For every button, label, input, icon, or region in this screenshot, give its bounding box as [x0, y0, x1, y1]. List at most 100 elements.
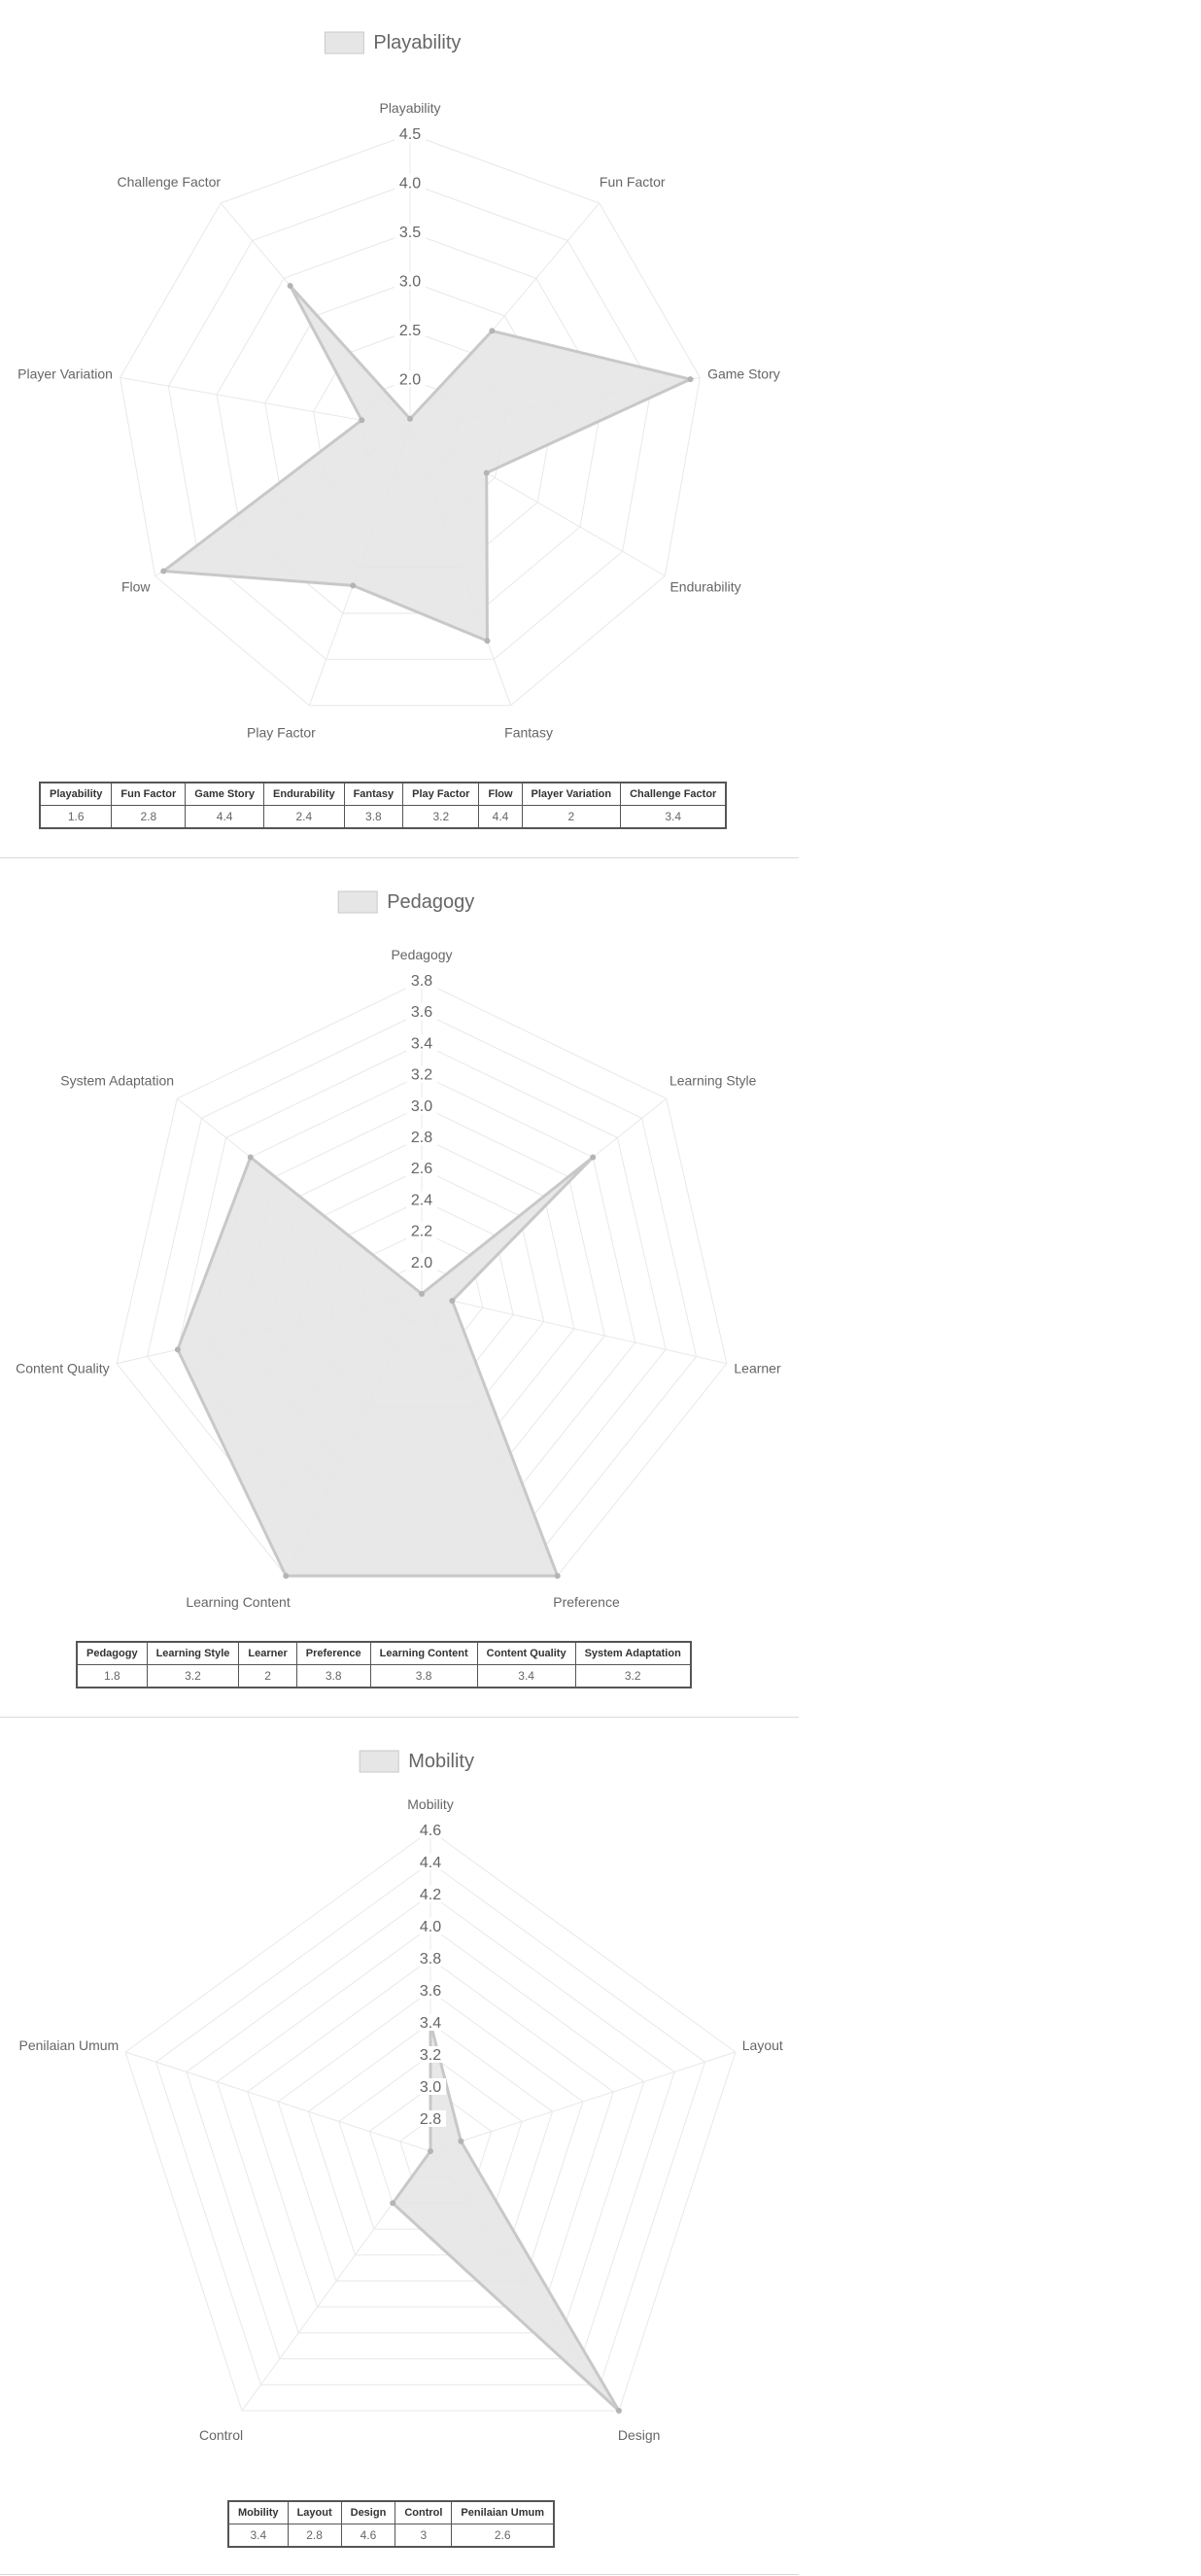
table-header-cell: Mobility	[227, 2500, 289, 2524]
table-header-cell: Pedagogy	[76, 1641, 148, 1665]
tick-label-bg	[415, 1918, 446, 1934]
table-cell: 4.4	[478, 805, 523, 829]
tick-label: 2.2	[411, 1224, 432, 1240]
axis-label: Mobility	[407, 1796, 453, 1812]
axis-label: Penilaian Umum	[19, 2037, 120, 2053]
table-row: 1.6 2.8 4.4 2.4 3.8 3.2 4.4 2 3.4	[39, 805, 727, 829]
grid-ring	[216, 1926, 645, 2334]
data-point	[428, 2148, 433, 2154]
table-cell: 2	[521, 805, 622, 829]
tick-label-bg	[406, 1191, 437, 1208]
data-point	[687, 376, 694, 383]
table-cell: 2.8	[287, 2524, 342, 2548]
tick-label-bg	[415, 2046, 446, 2063]
tick-label: 4.6	[420, 1823, 441, 1839]
radar-chart-pedagogy: Pedagogy 2.0 2.2 2.4 2.6 2.8 3.0 3.2 3.4 3.6 3.8 Pe…	[16, 890, 781, 1610]
table-header-cell: Preference	[295, 1641, 371, 1665]
grid-ring	[277, 1990, 584, 2281]
tick-label-bg	[415, 1886, 446, 1902]
axis-label: Fantasy	[504, 724, 553, 740]
tick-label: 2.0	[411, 1255, 432, 1271]
table-header-cell: Game Story	[185, 782, 265, 806]
data-point	[350, 582, 357, 589]
legend-label: Mobility	[408, 1751, 474, 1772]
table-cell: 3.2	[402, 805, 480, 829]
tick-label-bg	[415, 1950, 446, 1967]
axis-label: Learner	[734, 1361, 781, 1376]
table-cell: 3.4	[620, 805, 727, 829]
grid-spoke	[124, 2051, 431, 2152]
tick-label: 3.0	[399, 274, 421, 291]
tick-label-bg	[415, 2078, 446, 2095]
axis-label: Control	[199, 2427, 243, 2443]
tick-label: 4.0	[420, 1919, 441, 1935]
table-header-cell: Content Quality	[476, 1641, 576, 1665]
tick-label-bg	[406, 1222, 437, 1239]
table-cell: 2.4	[263, 805, 345, 829]
grid-ring	[186, 1894, 675, 2360]
tick-label: 3.6	[411, 1004, 432, 1021]
tick-label-bg	[395, 370, 426, 388]
tick-label-bg	[406, 972, 437, 989]
legend-swatch	[337, 890, 378, 914]
tick-label: 2.6	[411, 1161, 432, 1177]
axis-label: Flow	[121, 579, 151, 595]
tick-label-bg	[406, 1034, 437, 1052]
grid-spoke	[421, 1293, 728, 1365]
grid-ring	[216, 231, 604, 614]
table-header-cell: Learner	[238, 1641, 297, 1665]
data-point	[484, 638, 491, 644]
radar-chart-mobility: Mobility 2.8 3.0 3.2 3.4 3.6 3.8 4.0 4.2 4.4 4.6 Mo…	[19, 1750, 783, 2443]
data-area	[176, 1155, 595, 1578]
table-cell: 3.2	[146, 1664, 240, 1688]
radar-chart-playability: Playability 2.0 2.5 3.0 3.5 4.0 4.5 Playability…	[17, 31, 780, 740]
tick-label: 2.8	[411, 1130, 432, 1146]
data-point	[359, 417, 365, 424]
table-header-row: Pedagogy Learning Style Learner Preferen…	[76, 1641, 692, 1665]
tick-label: 3.0	[420, 2079, 441, 2096]
tick-label: 3.2	[420, 2047, 441, 2064]
data-point	[483, 470, 490, 476]
tick-label: 2.5	[399, 323, 421, 339]
axis-label: Challenge Factor	[117, 174, 221, 190]
axis-label: Player Variation	[17, 366, 113, 382]
legend-label: Pedagogy	[387, 891, 474, 913]
table-header-cell: Playability	[39, 782, 113, 806]
axis-label: Design	[618, 2427, 661, 2443]
table-header-row: Playability Fun Factor Game Story Endura…	[39, 782, 727, 806]
score-table-pedagogy: Pedagogy Learning Style Learner Preferen…	[76, 1641, 692, 1688]
tick-label: 3.8	[411, 973, 432, 990]
data-point	[554, 1573, 561, 1580]
table-row: 1.8 3.2 2 3.8 3.8 3.4 3.2	[76, 1664, 692, 1688]
table-cell: 3.4	[476, 1664, 576, 1688]
table-header-cell: Challenge Factor	[620, 782, 727, 806]
tick-label-bg	[415, 1854, 446, 1870]
table-cell: 1.8	[76, 1664, 148, 1688]
score-table-playability: Playability Fun Factor Game Story Endura…	[39, 782, 728, 829]
data-point	[449, 1298, 456, 1305]
grid-ring	[307, 2022, 554, 2256]
table-cell: 3.8	[295, 1664, 371, 1688]
legend-swatch	[359, 1750, 399, 1773]
table-cell: 2.6	[451, 2524, 555, 2548]
table-header-cell: Learning Content	[369, 1641, 478, 1665]
score-table-mobility: Mobility Layout Design Control Penilaian…	[227, 2500, 555, 2548]
table-header-cell: Player Variation	[521, 782, 622, 806]
tick-label-bg	[406, 1065, 437, 1083]
grid-ring	[167, 182, 653, 660]
data-point	[174, 1346, 181, 1353]
tick-label: 3.0	[411, 1098, 432, 1115]
table-header-cell: Play Factor	[402, 782, 480, 806]
data-area	[391, 2022, 621, 2413]
tick-label: 3.8	[420, 1951, 441, 1967]
tick-label-bg	[395, 224, 426, 240]
table-header-cell: Endurability	[263, 782, 345, 806]
data-point	[590, 1154, 597, 1161]
tick-label: 2.8	[420, 2111, 441, 2128]
tick-label: 3.5	[399, 225, 421, 241]
table-header-cell: Penilaian Umum	[451, 2500, 555, 2524]
tick-label-bg	[406, 1097, 437, 1114]
section-divider	[0, 1717, 799, 1718]
tick-label-bg	[395, 272, 426, 290]
legend-label: Playability	[373, 32, 461, 53]
